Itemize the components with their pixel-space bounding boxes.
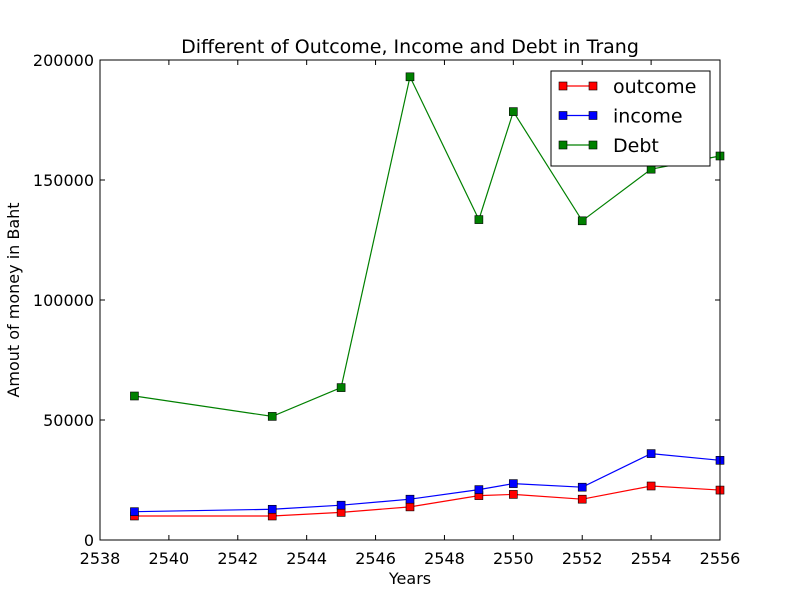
x-tick-label: 2554 xyxy=(631,549,672,568)
x-tick-label: 2538 xyxy=(80,549,121,568)
legend-marker-outcome xyxy=(558,81,568,91)
y-tick-label: 0 xyxy=(84,531,94,550)
x-tick-label: 2544 xyxy=(286,549,327,568)
x-tick-label: 2556 xyxy=(700,549,741,568)
y-tick-label: 200000 xyxy=(33,51,94,70)
x-tick-label: 2540 xyxy=(149,549,190,568)
data-point-outcome xyxy=(577,494,587,504)
series-line-income xyxy=(134,452,721,513)
data-point-outcome xyxy=(405,502,415,512)
x-tick-label: 2546 xyxy=(355,549,396,568)
legend-label-income: income xyxy=(613,106,683,128)
data-point-income xyxy=(130,507,139,516)
data-point-income xyxy=(267,504,277,514)
data-point-income xyxy=(509,479,518,488)
x-tick-label: 2548 xyxy=(424,549,465,568)
x-tick-label: 2550 xyxy=(493,549,534,568)
legend-marker-income xyxy=(558,111,568,120)
legend-label-outcome: outcome xyxy=(613,76,696,98)
axis-ticks: 2538 2540 2542 2544 2546 2548 2550 2552 2554 2556… xyxy=(33,51,740,568)
legend: outcome income Debt xyxy=(550,70,711,167)
legend-label-debt: Debt xyxy=(613,135,659,157)
data-point-income xyxy=(577,482,587,492)
data-point-debt xyxy=(405,72,415,82)
data-point-outcome xyxy=(646,481,656,491)
x-axis-label: Years xyxy=(388,569,431,588)
data-point-income xyxy=(474,485,484,494)
legend-marker-debt xyxy=(588,140,598,150)
data-point-debt xyxy=(474,215,484,224)
data-point-debt xyxy=(267,412,277,421)
legend-box xyxy=(550,70,711,167)
data-point-outcome xyxy=(509,490,518,499)
y-tick-label: 50000 xyxy=(43,411,94,430)
legend-marker-income xyxy=(588,111,598,120)
y-tick-label: 150000 xyxy=(33,171,94,190)
series-line-outcome xyxy=(134,485,721,517)
data-point-debt xyxy=(577,216,587,226)
data-point-debt xyxy=(336,383,346,392)
y-axis-label: Amout of money in Baht xyxy=(4,202,23,397)
data-point-income xyxy=(646,449,656,458)
legend-marker-outcome xyxy=(588,81,598,91)
legend-marker-debt xyxy=(558,140,568,150)
data-point-income xyxy=(336,500,346,510)
x-tick-label: 2552 xyxy=(562,549,603,568)
y-tick-label: 100000 xyxy=(33,291,94,310)
data-point-income xyxy=(405,494,415,504)
chart-title: Different of Outcome, Income and Debt in… xyxy=(181,36,639,58)
data-point-outcome xyxy=(336,508,346,517)
data-point-debt xyxy=(509,107,518,116)
x-tick-label: 2542 xyxy=(217,549,258,568)
data-point-debt xyxy=(130,391,139,401)
